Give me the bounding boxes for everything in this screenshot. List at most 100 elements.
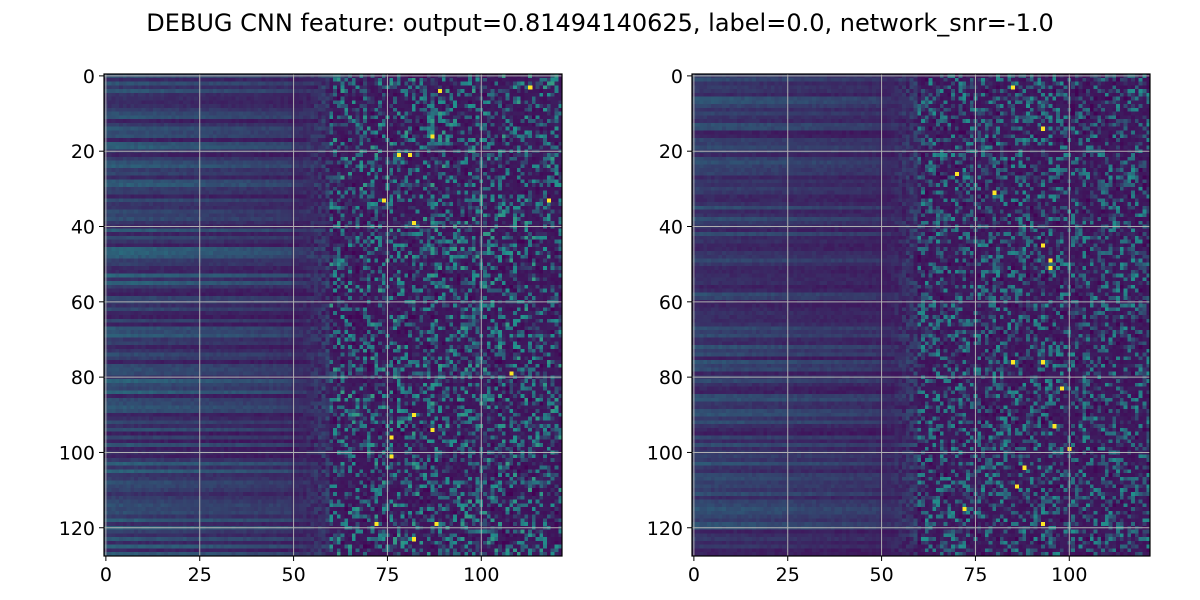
heatmap-cell	[505, 111, 510, 116]
heatmap-cell	[171, 202, 176, 207]
heatmap-cell	[550, 194, 555, 199]
heatmap-cell	[321, 156, 326, 161]
heatmap-cell	[400, 168, 405, 173]
heatmap-cell	[175, 168, 180, 173]
heatmap-cell	[393, 111, 398, 116]
heatmap-cell	[505, 213, 510, 218]
heatmap-cell	[404, 175, 409, 180]
heatmap-cell	[389, 81, 394, 86]
heatmap-cell	[483, 171, 488, 177]
heatmap-cell	[220, 115, 225, 120]
heatmap-cell	[415, 111, 420, 116]
heatmap-cell	[212, 96, 217, 101]
heatmap-cell	[299, 213, 304, 218]
heatmap-cell	[171, 115, 176, 120]
heatmap-cell	[408, 85, 413, 90]
heatmap-cell	[190, 107, 195, 113]
heatmap-cell	[494, 81, 499, 86]
heatmap-cell	[156, 217, 161, 222]
heatmap-cell	[111, 138, 116, 143]
heatmap-cell	[276, 164, 281, 169]
heatmap-cell	[295, 205, 300, 210]
heatmap-cell	[426, 186, 431, 192]
heatmap-cell	[280, 77, 285, 82]
heatmap-cell	[314, 190, 319, 195]
heatmap-cell	[115, 171, 120, 177]
heatmap-cell	[494, 179, 499, 184]
heatmap-cell	[212, 194, 217, 199]
heatmap-cell	[389, 141, 394, 146]
heatmap-cell	[363, 179, 368, 184]
heatmap-cell	[314, 153, 319, 158]
heatmap-cell	[426, 175, 431, 180]
heatmap-cell	[257, 160, 263, 165]
heatmap-cell	[430, 77, 435, 82]
heatmap-cell	[149, 175, 154, 180]
heatmap-cell	[149, 160, 154, 165]
heatmap-cell	[520, 205, 525, 210]
heatmap-cell	[351, 119, 356, 124]
heatmap-cell	[329, 213, 334, 218]
heatmap-cell	[302, 160, 308, 165]
heatmap-cell	[261, 111, 266, 116]
heatmap-cell	[464, 130, 469, 135]
heatmap-cell	[509, 179, 514, 184]
heatmap-cell	[190, 171, 195, 177]
heatmap-cell	[366, 126, 371, 131]
heatmap-cell	[186, 160, 191, 165]
heatmap-cell	[201, 107, 206, 113]
heatmap-cell	[280, 138, 285, 143]
heatmap-cell	[453, 115, 458, 120]
heatmap-cell	[543, 153, 548, 158]
heatmap-cell	[333, 130, 338, 135]
heatmap-cell	[374, 202, 379, 207]
heatmap-cell	[107, 213, 112, 218]
heatmap-cell	[209, 92, 214, 97]
heatmap-cell	[498, 134, 503, 139]
heatmap-cell	[261, 175, 266, 180]
heatmap-cell	[348, 168, 353, 173]
heatmap-cell	[235, 205, 240, 210]
heatmap-cell	[182, 209, 187, 214]
heatmap-cell	[126, 186, 131, 192]
heatmap-cell	[295, 220, 300, 225]
heatmap-cell	[141, 92, 146, 97]
heatmap-cell	[460, 186, 465, 192]
heatmap-cell	[284, 119, 289, 124]
heatmap-cell	[528, 115, 533, 120]
heatmap-cell	[107, 89, 112, 94]
heatmap-cell	[348, 107, 353, 113]
heatmap-cell	[325, 100, 330, 105]
heatmap-cell	[194, 186, 199, 192]
heatmap-cell	[250, 115, 255, 120]
heatmap-cell	[378, 115, 383, 120]
heatmap-cell	[227, 194, 232, 199]
heatmap-cell	[329, 205, 334, 210]
heatmap-cell	[156, 81, 161, 86]
heatmap-cell	[359, 205, 364, 210]
heatmap-cell	[254, 194, 259, 199]
heatmap-cell	[344, 160, 349, 165]
heatmap-cell	[235, 198, 240, 203]
heatmap-cell	[164, 77, 169, 82]
heatmap-cell	[276, 190, 281, 195]
heatmap-cell	[107, 164, 112, 169]
heatmap-cell	[186, 213, 191, 218]
heatmap-cell	[167, 213, 172, 218]
heatmap-cell	[227, 104, 232, 109]
heatmap-cell	[501, 179, 507, 184]
heatmap-cell	[543, 92, 548, 97]
heatmap-cell	[209, 164, 214, 169]
heatmap-cell	[317, 138, 323, 143]
heatmap-cell	[543, 138, 548, 143]
heatmap-cell	[468, 104, 473, 109]
heatmap-cell	[164, 96, 169, 101]
heatmap-cell	[374, 217, 379, 222]
heatmap-cell	[111, 179, 116, 184]
heatmap-cell	[209, 175, 214, 180]
heatmap-cell	[171, 145, 176, 150]
heatmap-cell	[160, 145, 165, 150]
heatmap-cell	[404, 104, 409, 109]
heatmap-cell	[550, 186, 555, 192]
heatmap-cell	[546, 141, 552, 146]
